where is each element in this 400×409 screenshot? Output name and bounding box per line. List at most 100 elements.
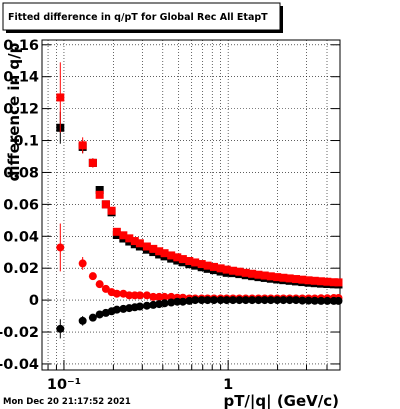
marker-circle: [260, 296, 269, 305]
marker-circle: [112, 289, 121, 298]
marker-square: [273, 273, 282, 282]
marker-square: [216, 264, 225, 273]
marker-circle: [228, 296, 237, 305]
y-tick-label: 0.1: [13, 134, 39, 150]
marker-circle: [279, 296, 288, 305]
y-tick-label: 0.04: [3, 229, 39, 245]
marker-circle: [173, 297, 182, 306]
marker-circle: [135, 302, 144, 311]
marker-circle: [317, 296, 326, 305]
timestamp: Mon Dec 20 21:17:52 2021: [3, 397, 131, 407]
marker-square: [78, 141, 87, 150]
marker-square: [173, 253, 182, 262]
marker-circle: [88, 272, 97, 281]
marker-circle: [203, 296, 212, 305]
marker-square: [248, 269, 257, 278]
marker-square: [197, 260, 206, 269]
y-axis-title: difference in q/p: [5, 42, 23, 181]
marker-square: [323, 277, 332, 286]
marker-square: [107, 206, 116, 215]
x-tick-label: 10⁻¹: [47, 377, 81, 393]
marker-square: [329, 278, 338, 287]
marker-square: [191, 258, 200, 267]
marker-circle: [191, 296, 200, 305]
marker-circle: [197, 296, 206, 305]
marker-circle: [292, 296, 301, 305]
marker-circle: [88, 313, 97, 322]
marker-square: [185, 257, 194, 266]
y-tick-label: 0.14: [3, 70, 39, 86]
marker-square: [160, 249, 169, 258]
marker-circle: [334, 296, 343, 305]
marker-square: [130, 237, 139, 246]
marker-square: [292, 275, 301, 284]
marker-square: [209, 262, 218, 271]
marker-circle: [160, 299, 169, 308]
marker-circle: [142, 291, 151, 300]
y-tick-label: 0.02: [3, 261, 39, 277]
marker-circle: [178, 297, 187, 306]
x-axis-title: pT/|q| (GeV/c): [223, 392, 339, 409]
marker-square: [235, 267, 244, 276]
marker-circle: [112, 305, 121, 314]
marker-square: [95, 190, 104, 199]
marker-circle: [142, 301, 151, 310]
marker-circle: [56, 243, 65, 252]
y-tick-label: 0: [29, 293, 39, 309]
marker-square: [317, 277, 326, 286]
marker-circle: [185, 296, 194, 305]
marker-circle: [167, 298, 176, 307]
marker-circle: [241, 296, 250, 305]
marker-circle: [119, 304, 128, 313]
marker-square: [125, 234, 134, 243]
marker-square: [228, 266, 237, 275]
plot-area: -0.04 -0.02 0 0.02 0.04 0.06 0.08 0.1 0.12 0.14 0.…: [0, 38, 343, 393]
title-box: [2, 2, 281, 31]
chart-title: Fitted difference in q/pT for Global Rec…: [8, 12, 268, 23]
y-tick-label: 0.06: [3, 197, 39, 213]
marker-circle: [160, 292, 169, 301]
marker-square: [178, 255, 187, 264]
marker-square: [56, 93, 65, 102]
marker-circle: [125, 291, 134, 300]
marker-square: [112, 227, 121, 236]
marker-square: [304, 276, 313, 285]
marker-circle: [235, 296, 244, 305]
data-layer: [56, 62, 343, 339]
marker-square: [285, 274, 294, 283]
x-tick-label: 1: [223, 377, 233, 393]
marker-square: [279, 273, 288, 282]
marker-circle: [216, 296, 225, 305]
marker-square: [149, 244, 158, 253]
marker-square: [241, 268, 250, 277]
marker-circle: [222, 296, 231, 305]
marker-square: [260, 271, 269, 280]
marker-square: [334, 278, 343, 287]
marker-square: [101, 200, 110, 209]
marker-circle: [149, 292, 158, 301]
marker-square: [142, 242, 151, 251]
marker-circle: [254, 296, 263, 305]
marker-circle: [135, 291, 144, 300]
marker-circle: [149, 300, 158, 309]
marker-circle: [167, 292, 176, 301]
marker-square: [135, 239, 144, 248]
marker-circle: [248, 296, 257, 305]
marker-square: [222, 265, 231, 274]
marker-square: [88, 158, 97, 167]
marker-circle: [310, 296, 319, 305]
marker-circle: [78, 316, 87, 325]
y-tick-label: -0.02: [0, 325, 39, 341]
marker-circle: [78, 259, 87, 268]
marker-circle: [304, 296, 313, 305]
marker-circle: [273, 296, 282, 305]
marker-square: [95, 186, 104, 194]
plot-frame: [41, 39, 341, 371]
marker-square: [167, 251, 176, 260]
y-tick-label: -0.04: [0, 357, 39, 373]
marker-circle: [95, 280, 104, 289]
y-tick-label: 0.16: [3, 38, 39, 54]
marker-square: [155, 247, 164, 256]
marker-square: [266, 272, 275, 281]
